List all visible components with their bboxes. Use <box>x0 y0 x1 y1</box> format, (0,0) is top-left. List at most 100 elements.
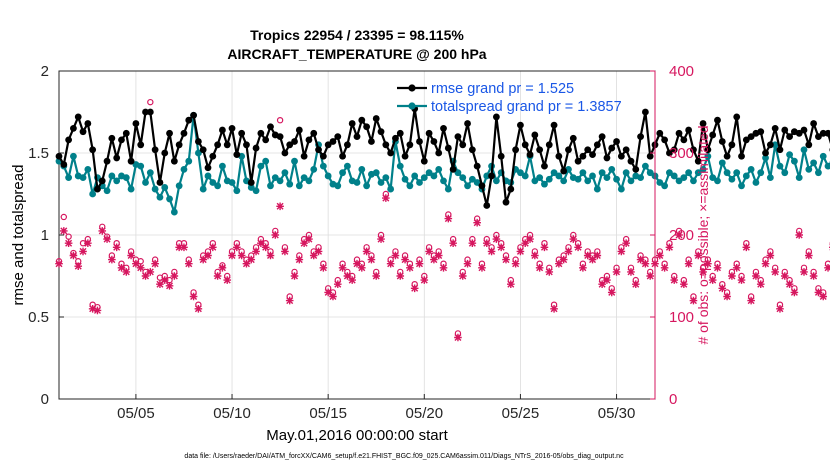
obs-assimilated-point <box>718 284 727 293</box>
totalspread-point <box>430 172 438 180</box>
rmse-point <box>766 141 774 149</box>
obs-assimilated-point <box>800 268 808 276</box>
totalspread-point <box>324 172 332 180</box>
y-tick-label: 0.5 <box>28 309 49 326</box>
totalspread-point <box>670 172 678 180</box>
totalspread-point <box>666 169 673 177</box>
obs-assimilated-point <box>60 227 68 235</box>
obs-assimilated-point <box>127 251 135 260</box>
totalspread-point <box>214 182 222 190</box>
obs-assimilated-point <box>439 264 448 272</box>
totalspread-point <box>291 157 298 165</box>
obs-assimilated-point <box>295 255 304 264</box>
obs-assimilated-point <box>737 276 746 284</box>
obs-assimilated-point <box>391 251 400 260</box>
rmse-point <box>824 129 830 137</box>
rmse-point <box>310 129 318 137</box>
rmse-point <box>339 152 346 160</box>
totalspread-point <box>795 174 803 182</box>
totalspread-point <box>699 166 707 173</box>
rmse-point <box>795 129 803 137</box>
rmse-point <box>810 120 818 127</box>
obs-assimilated-point <box>64 239 73 247</box>
y-axis-label-right: # of obs: o=possible; ×=assimilated <box>695 125 711 344</box>
obs-assimilated-point <box>492 235 501 243</box>
totalspread-point <box>425 169 433 177</box>
totalspread-point <box>103 187 111 195</box>
rmse-point <box>60 161 68 168</box>
obs-assimilated-point <box>555 259 563 268</box>
obs-assimilated-point <box>531 251 539 260</box>
rmse-point <box>247 179 255 186</box>
obs-assimilated-point <box>103 235 111 243</box>
totalspread-point <box>252 187 260 195</box>
rmse-point <box>194 138 202 145</box>
rmse-point <box>714 116 721 124</box>
rmse-point <box>598 133 606 141</box>
obs-assimilated-point <box>333 280 342 288</box>
obs-assimilated-point <box>276 202 284 211</box>
obs-assimilated-point <box>564 247 573 256</box>
rmse-point <box>574 157 582 165</box>
rmse-point <box>627 157 635 165</box>
rmse-point <box>223 141 231 149</box>
obs-assimilated-point <box>502 255 510 264</box>
totalspread-point <box>483 172 491 180</box>
obs-assimilated-point <box>704 259 712 268</box>
obs-assimilated-point <box>338 264 347 272</box>
obs-assimilated-point <box>559 255 568 264</box>
rmse-point <box>300 152 308 160</box>
obs-assimilated-point <box>535 264 544 272</box>
totalspread-point <box>579 169 587 177</box>
obs-assimilated-point <box>305 235 313 243</box>
chart-subtitle: AIRCRAFT_TEMPERATURE @ 200 hPa <box>227 46 486 62</box>
totalspread-point <box>805 166 813 173</box>
obs-assimilated-point <box>69 251 78 260</box>
totalspread-point <box>723 169 731 177</box>
totalspread-point <box>459 174 467 182</box>
obs-assimilated-point <box>132 259 140 268</box>
rmse-point <box>497 152 505 160</box>
rmse-point <box>781 126 789 134</box>
rmse-point <box>228 124 236 132</box>
obs-assimilated-point <box>314 247 323 256</box>
rmse-point <box>305 136 313 144</box>
rmse-point <box>675 129 683 137</box>
totalspread-point <box>396 162 404 170</box>
obs-assimilated-point <box>776 305 784 313</box>
totalspread-point <box>156 193 164 201</box>
obs-assimilated-point <box>569 235 578 243</box>
obs-assimilated-point <box>732 264 741 272</box>
obs-assimilated-point <box>319 264 328 272</box>
legend: rmse grand pr = 1.525 totalspread grand … <box>397 81 622 115</box>
totalspread-point <box>771 141 779 149</box>
obs-assimilated-point <box>598 280 606 288</box>
rmse-point <box>541 162 548 170</box>
rmse-point <box>661 136 669 144</box>
totalspread-point <box>757 169 765 177</box>
totalspread-point <box>411 172 419 180</box>
totalspread-point <box>728 175 736 183</box>
obs-assimilated-point <box>458 272 467 280</box>
obs-assimilated-point <box>449 239 457 247</box>
rmse-point <box>819 129 827 137</box>
totalspread-point <box>517 169 524 177</box>
totalspread-point <box>286 180 294 188</box>
rmse-point <box>377 128 385 136</box>
rmse-point <box>382 141 390 149</box>
rmse-point <box>291 138 298 145</box>
totalspread-point <box>752 179 760 186</box>
rmse-point <box>776 146 784 154</box>
rmse-point <box>199 146 207 154</box>
obs-assimilated-point <box>627 268 635 276</box>
obs-assimilated-point <box>790 288 799 297</box>
totalspread-point <box>204 172 212 180</box>
rmse-point <box>685 126 693 134</box>
obs-assimilated-point <box>631 280 640 288</box>
rmse-point <box>632 166 640 173</box>
obs-assimilated-point <box>257 239 265 247</box>
obs-assimilated-point <box>521 239 530 247</box>
obs-assimilated-point <box>329 292 337 301</box>
totalspread-point <box>310 166 318 173</box>
rmse-point <box>550 121 558 129</box>
